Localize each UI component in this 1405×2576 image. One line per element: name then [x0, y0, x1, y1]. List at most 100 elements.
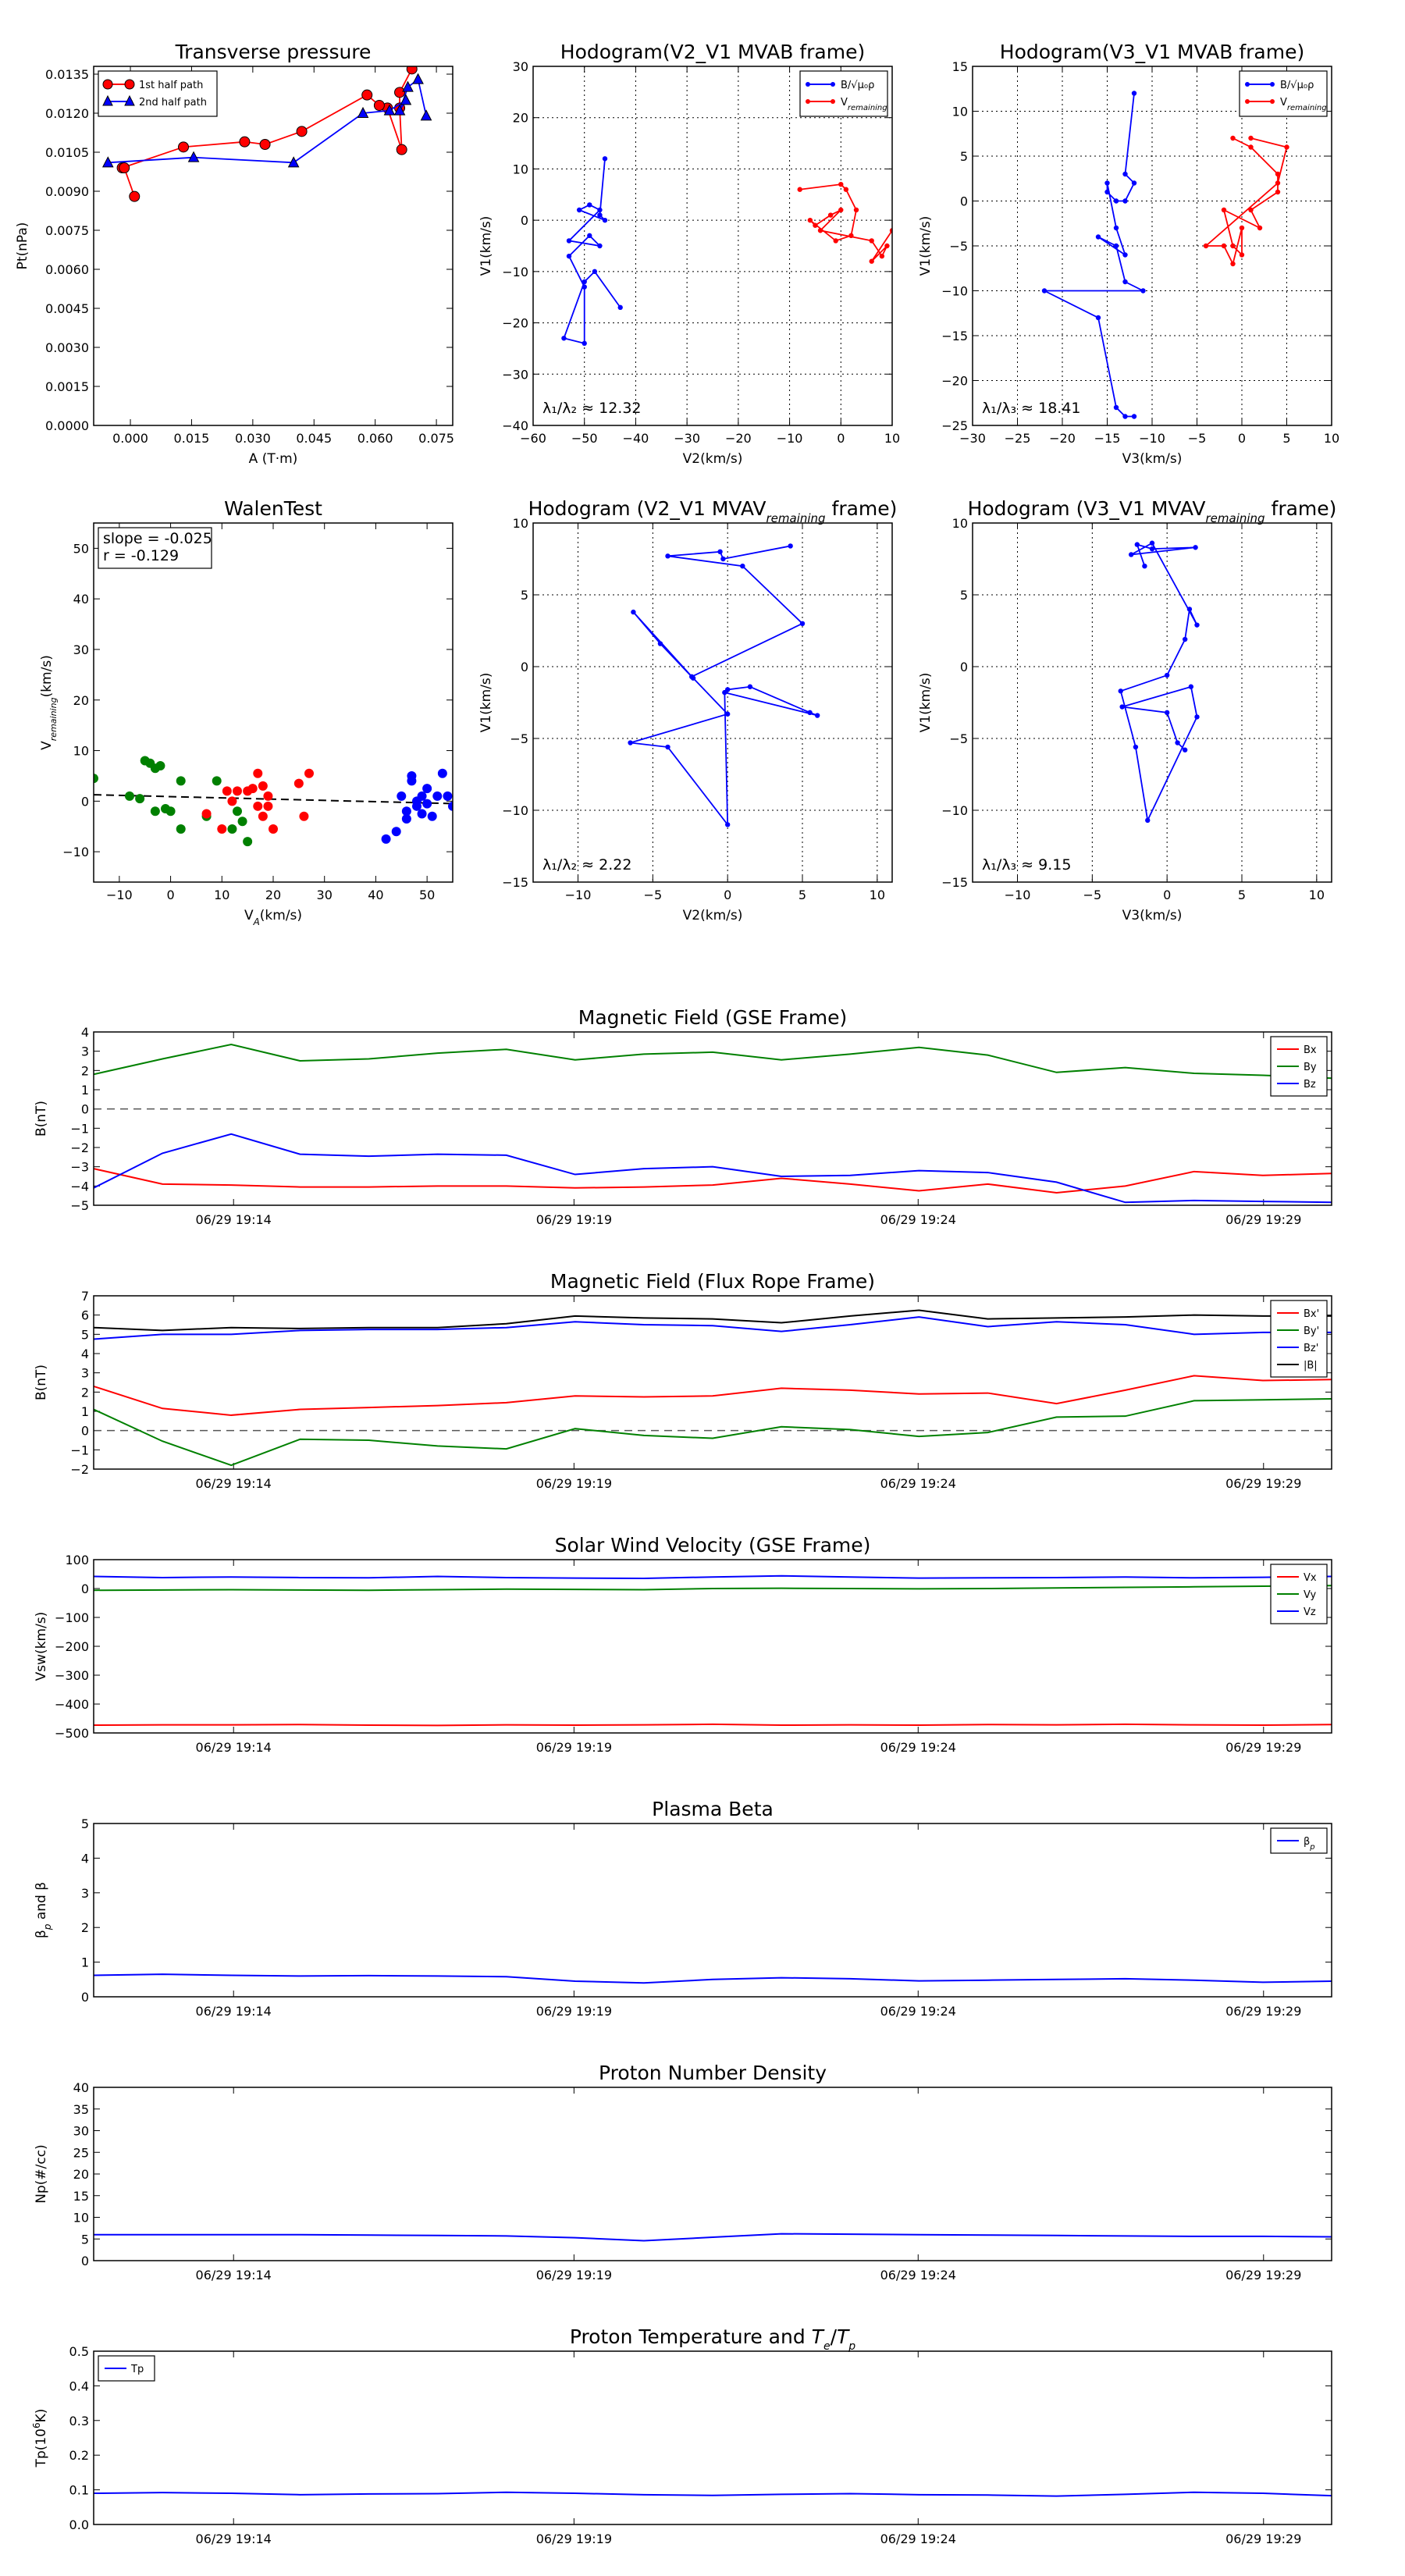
- x-axis-label-text: V2(km/s): [683, 908, 743, 923]
- legend-marker: [831, 82, 835, 87]
- axes-frame: [972, 66, 1332, 426]
- x-tick-label: 5: [799, 888, 806, 902]
- y-axis-label: V1(km/s): [918, 216, 934, 276]
- data-point: [227, 824, 237, 834]
- ts-panel-title: Magnetic Field (Flux Rope Frame): [550, 1270, 875, 1293]
- y-tick-label: 5: [81, 2232, 89, 2247]
- x-tick-label: 0.045: [296, 431, 332, 446]
- data-point: [617, 304, 623, 311]
- data-point: [848, 233, 854, 239]
- y-tick-label: 1: [81, 1955, 89, 1970]
- data-point: [1104, 180, 1110, 186]
- data-point: [797, 187, 802, 192]
- data-point: [422, 784, 432, 794]
- data-point: [1284, 144, 1289, 150]
- y-tick-label: 0: [81, 1582, 89, 1596]
- data-point: [406, 66, 418, 75]
- ts-series-line: [93, 1316, 1332, 1340]
- panel-title-text: WalenTest: [224, 497, 322, 520]
- y-axis-label-text: V1(km/s): [478, 673, 494, 733]
- legend-label-text: B/√μ₀ρ: [1280, 80, 1314, 91]
- data-point: [155, 760, 165, 770]
- y-tick-label: 3: [81, 1044, 89, 1059]
- y-tick-label: 10: [73, 2211, 89, 2226]
- data-point: [582, 340, 587, 347]
- x-tick-label: −40: [623, 431, 649, 446]
- y-tick-label: 30: [73, 642, 89, 657]
- y-tick-label: 0.0105: [45, 145, 89, 160]
- x-axis-label: V2(km/s): [683, 908, 743, 923]
- data-point: [1275, 180, 1281, 186]
- data-point: [884, 243, 890, 249]
- panel-h2: −30 −25 −20 −15 −10 −5 0 5 10−25−20−15−10−505101…: [918, 41, 1339, 467]
- data-point: [135, 794, 145, 804]
- data-point: [357, 106, 369, 118]
- fit-line: [94, 794, 453, 805]
- y-tick-label: 100: [65, 1553, 89, 1567]
- data-point: [1113, 243, 1119, 249]
- plots-layer: 0.000 0.015 0.030 0.045 0.060 0.0750.00000.00…: [15, 41, 1339, 2546]
- data-point: [1122, 414, 1128, 419]
- ts-series-line: [93, 1168, 1332, 1194]
- x-axis-label-text: V2(km/s): [683, 451, 743, 467]
- panel-title-subscript: remaining: [1206, 511, 1265, 525]
- y-tick-label: −5: [510, 731, 528, 746]
- legend-marker: [102, 94, 113, 106]
- y-tick-label: 40: [73, 2080, 89, 2095]
- data-point: [1203, 243, 1209, 249]
- x-axis-label-text: V3(km/s): [1122, 908, 1183, 923]
- data-point: [304, 768, 314, 778]
- stats-line: r = -0.129: [103, 547, 179, 564]
- legend-label-text: |B|: [1304, 1360, 1318, 1372]
- legend-label: B/√μ₀ρ: [1280, 80, 1314, 91]
- x-tick-label: −5: [1083, 888, 1102, 902]
- data-point: [1188, 684, 1194, 689]
- legend-label: 1st half path: [139, 80, 203, 91]
- data-point: [799, 621, 806, 626]
- x-tick-label: 50: [419, 888, 435, 902]
- y-tick-label: 50: [73, 541, 89, 556]
- data-point: [889, 228, 892, 233]
- y-tick-label: 4: [81, 1347, 89, 1361]
- ts-panel-beta: Plasma Beta 0 1 2 3 4 5 06/29 19:14 06/29 19:19 0…: [34, 1798, 1332, 2019]
- ts-y-axis-label: B(nT): [34, 1101, 49, 1137]
- data-point: [720, 556, 726, 562]
- data-point: [400, 94, 412, 105]
- data-point: [417, 791, 427, 801]
- x-time-tick-label: 06/29 19:14: [196, 1212, 272, 1227]
- legend-label-text: Bx: [1304, 1044, 1317, 1056]
- y-axis-label-subscript: remaining: [48, 697, 59, 741]
- data-point: [814, 713, 820, 718]
- legend-label-text: Vz: [1304, 1606, 1316, 1618]
- legend-label-text: Vy: [1304, 1589, 1317, 1601]
- x-tick-label: −10: [1005, 888, 1031, 902]
- data-point: [233, 806, 242, 817]
- data-point: [576, 207, 582, 213]
- y-tick-label: −200: [55, 1639, 89, 1654]
- ts-y-axis-label-text: Tp(10: [34, 2428, 49, 2467]
- ts-y-axis-label: Tp(106K): [31, 2409, 49, 2468]
- y-axis-label: V1(km/s): [478, 673, 494, 733]
- panel-title-suffix: frame): [826, 497, 898, 520]
- y-axis-label-text: V1(km/s): [918, 216, 934, 276]
- panel-title-suffix: frame): [1265, 497, 1337, 520]
- y-axis-label-text: Pt(nPa): [15, 222, 30, 270]
- data-point: [582, 284, 587, 290]
- panel-title: Hodogram(V3_V1 MVAB frame): [1000, 41, 1304, 63]
- panel-data: [561, 156, 892, 347]
- data-point: [1164, 710, 1170, 716]
- ts-series-line: [93, 1585, 1332, 1592]
- y-tick-label: −1: [70, 1443, 89, 1457]
- data-point: [150, 806, 160, 817]
- x-tick-label: 30: [317, 888, 333, 902]
- data-point: [597, 212, 603, 218]
- panel-h1: −60 −50 −40 −30 −20 −10 0 10 −40 −30 −20 −10 0 10 20 30…: [478, 41, 900, 467]
- data-point: [1149, 540, 1155, 546]
- data-point: [628, 740, 633, 745]
- ts-panel-title: Plasma Beta: [652, 1798, 774, 1820]
- panel-walen: −10 0 10 20 30 40 50−1001020304050WalenTestVA(…: [39, 497, 454, 927]
- data-point: [247, 784, 258, 794]
- data-point: [293, 778, 304, 788]
- data-point: [1230, 261, 1236, 267]
